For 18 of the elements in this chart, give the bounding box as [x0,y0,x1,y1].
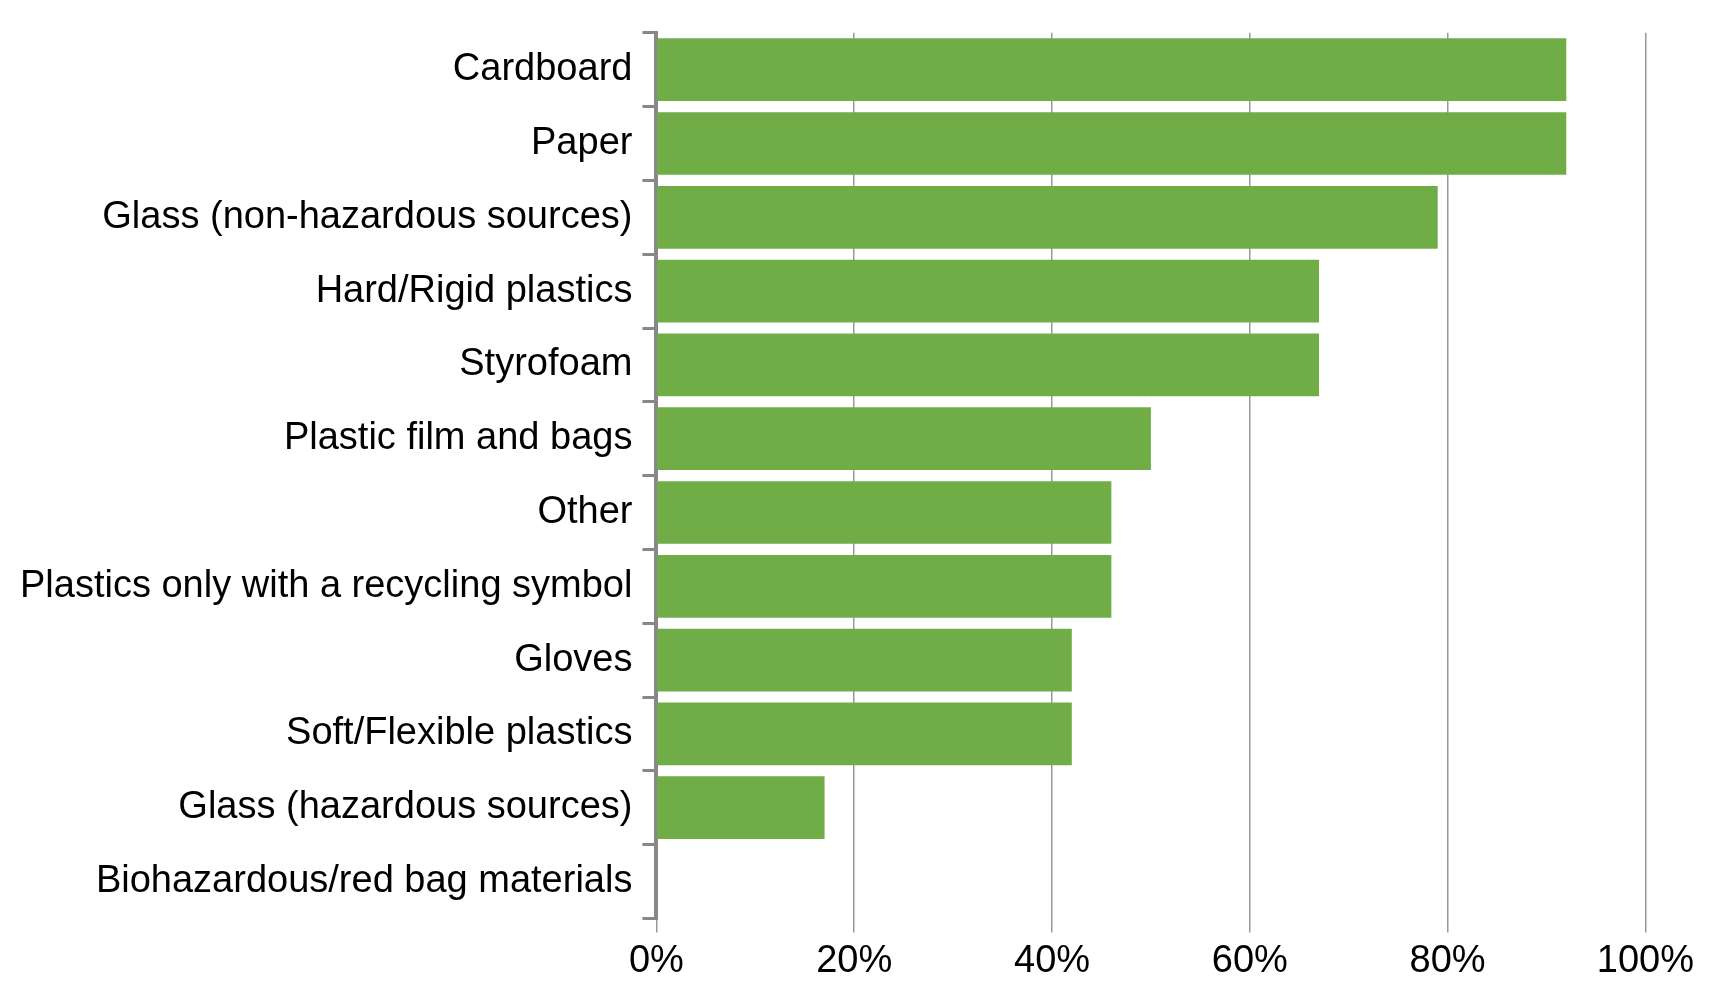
y-tick-label: Biohazardous/red bag materials [95,857,633,900]
x-tick-label: 40% [1013,937,1091,980]
y-tick-label: Gloves [514,636,633,679]
x-tick-label: 80% [1409,937,1486,980]
y-tick-label: Glass (non-hazardous sources) [102,193,633,236]
y-tick-label: Glass (hazardous sources) [178,784,633,827]
y-tick-label: Plastics only with a recycling symbol [20,562,633,605]
y-tick-label: Cardboard [452,46,633,89]
x-tick-label: 60% [1211,937,1288,980]
y-tick-label: Hard/Rigid plastics [315,267,633,310]
y-tick-label: Paper [531,119,633,162]
y-tick-label: Styrofoam [459,341,633,384]
y-tick-label: Soft/Flexible plastics [286,710,633,753]
y-tick-label: Plastic film and bags [283,415,633,458]
x-tick-label: 100% [1596,937,1695,980]
x-tick-label: 20% [816,937,893,980]
y-tick-label: Other [537,488,633,531]
x-tick-label: 0% [628,937,684,980]
